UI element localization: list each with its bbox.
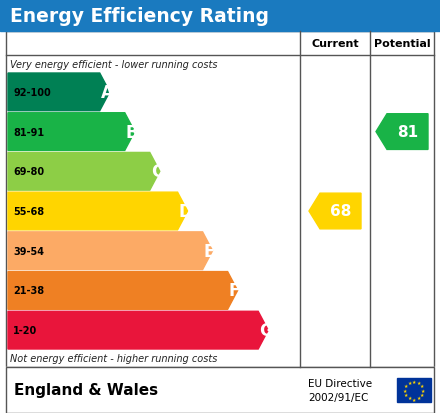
Text: 1-20: 1-20 xyxy=(13,325,37,335)
Text: ★: ★ xyxy=(404,383,408,388)
Bar xyxy=(6,32,434,367)
Text: 55-68: 55-68 xyxy=(13,206,44,216)
Polygon shape xyxy=(309,194,361,229)
Text: Very energy efficient - lower running costs: Very energy efficient - lower running co… xyxy=(10,59,217,69)
Text: England & Wales: England & Wales xyxy=(14,382,158,398)
Polygon shape xyxy=(8,153,160,191)
Text: Energy Efficiency Rating: Energy Efficiency Rating xyxy=(10,7,269,26)
Text: C: C xyxy=(151,163,163,181)
Polygon shape xyxy=(8,193,187,230)
Text: G: G xyxy=(259,321,273,339)
Text: 2002/91/EC: 2002/91/EC xyxy=(308,392,368,402)
Polygon shape xyxy=(8,311,268,349)
FancyBboxPatch shape xyxy=(6,367,434,413)
Polygon shape xyxy=(8,272,238,309)
Text: EU Directive: EU Directive xyxy=(308,378,372,388)
Text: F: F xyxy=(229,282,240,300)
Text: 68: 68 xyxy=(330,204,351,219)
Text: ★: ★ xyxy=(416,380,421,385)
Text: Potential: Potential xyxy=(374,39,430,49)
Text: 81: 81 xyxy=(397,125,418,140)
Bar xyxy=(0,0,440,32)
Text: E: E xyxy=(204,242,215,260)
Text: ★: ★ xyxy=(407,395,412,400)
Polygon shape xyxy=(8,114,135,151)
Text: ★: ★ xyxy=(412,396,416,401)
Text: Current: Current xyxy=(311,39,359,49)
Text: 39-54: 39-54 xyxy=(13,246,44,256)
Text: ★: ★ xyxy=(412,379,416,384)
Polygon shape xyxy=(8,232,213,270)
Text: 69-80: 69-80 xyxy=(13,167,44,177)
Polygon shape xyxy=(8,74,110,112)
Text: 92-100: 92-100 xyxy=(13,88,51,97)
Text: ★: ★ xyxy=(420,383,424,388)
Text: A: A xyxy=(101,84,114,102)
Text: 81-91: 81-91 xyxy=(13,127,44,137)
Text: B: B xyxy=(126,123,139,141)
Text: Not energy efficient - higher running costs: Not energy efficient - higher running co… xyxy=(10,354,217,363)
Text: ★: ★ xyxy=(404,392,408,397)
Text: 21-38: 21-38 xyxy=(13,286,44,296)
Text: ★: ★ xyxy=(416,395,421,400)
Bar xyxy=(397,378,431,402)
Polygon shape xyxy=(376,114,428,150)
Text: D: D xyxy=(179,202,192,221)
Text: ★: ★ xyxy=(420,392,424,397)
Text: ★: ★ xyxy=(421,387,425,392)
Text: ★: ★ xyxy=(403,387,407,392)
Bar xyxy=(0,367,440,413)
Text: ★: ★ xyxy=(407,380,412,385)
